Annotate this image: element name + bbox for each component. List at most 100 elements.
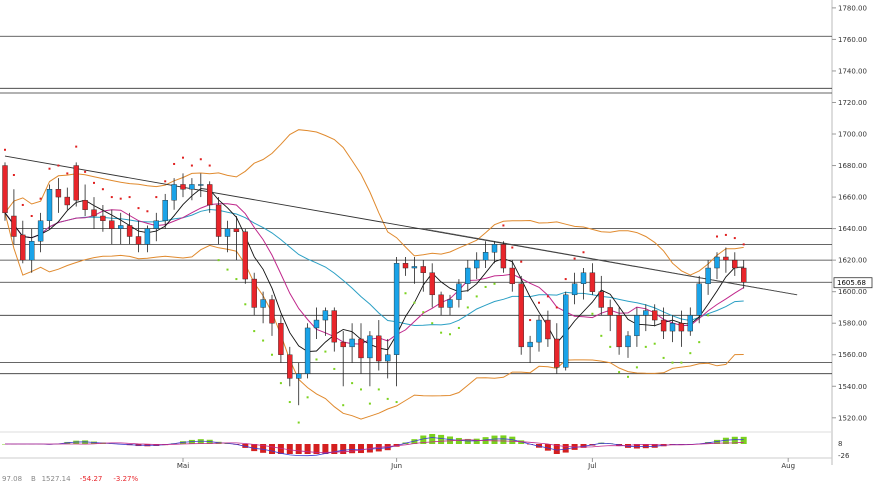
indicator-bar [651, 444, 658, 448]
candle-body [91, 209, 97, 217]
candle-body [46, 188, 53, 221]
sar-dot [57, 164, 60, 167]
indicator-bar [429, 434, 436, 444]
sar-dot [21, 203, 24, 206]
sar-dot [262, 339, 265, 342]
indicator-bar [331, 444, 338, 454]
indicator-tick-label: -26 [838, 452, 850, 460]
sar-dot [707, 314, 710, 317]
candle-body [732, 259, 738, 269]
indicator-bar [340, 444, 347, 454]
current-price-tag [833, 277, 873, 289]
sar-dot [662, 356, 665, 359]
indicator-bar [411, 439, 418, 444]
candle-body [367, 335, 373, 359]
sar-dot [422, 311, 425, 314]
candle-body [616, 315, 622, 348]
candle-body [260, 299, 266, 308]
status-text: -3.27% [113, 475, 138, 483]
sar-dot [582, 251, 585, 254]
candle-body [509, 267, 515, 284]
sar-dot [173, 162, 176, 165]
candle-body [527, 341, 533, 348]
indicator-bar [358, 444, 364, 454]
sar-dot [253, 330, 256, 333]
candle-body [162, 200, 168, 221]
sar-dot [671, 361, 674, 364]
sar-dot [591, 312, 594, 315]
candle-body [117, 225, 124, 229]
sar-dot [48, 167, 51, 170]
candle-body [536, 319, 542, 343]
indicator-bar [509, 436, 516, 444]
indicator-bar [740, 436, 747, 444]
candle-body [500, 244, 507, 269]
sar-dot [529, 319, 532, 322]
indicator-bar [375, 444, 382, 452]
candle-body [224, 228, 231, 237]
sar-dot [431, 322, 434, 325]
sar-dot [288, 401, 291, 404]
indicator-bar [473, 438, 480, 444]
sar-dot [698, 341, 701, 344]
candle-body [331, 310, 337, 343]
status-text: 97.08 [2, 475, 22, 483]
candle-body [598, 291, 604, 308]
indicator-bar [295, 444, 302, 454]
y-tick-label: 1540.00 [838, 383, 867, 391]
sar-dot [244, 303, 247, 306]
candle-body [242, 231, 249, 280]
sar-dot [502, 224, 505, 227]
candle-body [438, 294, 444, 308]
moving-average-9-line [4, 203, 744, 345]
candle-body [144, 228, 151, 245]
y-tick-label: 1760.00 [838, 36, 867, 44]
sar-dot [235, 278, 238, 281]
sar-dot [306, 396, 309, 399]
sar-dot [75, 145, 78, 148]
sar-dot [333, 367, 336, 370]
sar-dot [368, 402, 371, 405]
candle-body [296, 373, 302, 379]
sar-dot [164, 180, 167, 183]
indicator-bar [562, 444, 569, 453]
indicator-bar [251, 444, 258, 452]
sar-dot [573, 257, 576, 260]
candle-body [278, 323, 284, 355]
candle-body [491, 244, 498, 253]
candle-body [465, 267, 471, 284]
y-tick-label: 1600.00 [838, 288, 867, 296]
candle-body [233, 228, 240, 232]
candle-body [554, 338, 560, 368]
sar-dot [520, 260, 523, 263]
status-text: B [31, 475, 36, 483]
candle-body [589, 272, 596, 292]
sar-dot [360, 388, 362, 391]
sar-dot [653, 342, 656, 345]
candle-body [269, 299, 275, 324]
indicator-bar [197, 439, 204, 444]
candle-body [402, 263, 409, 269]
candle-body [625, 335, 631, 348]
sar-dot [342, 404, 345, 407]
sar-dot [627, 375, 629, 378]
sar-dot [315, 358, 318, 361]
indicator-bar [269, 444, 275, 454]
indicator-bar [420, 435, 427, 444]
candle-body [180, 184, 186, 190]
candle-body [669, 323, 676, 332]
sar-dot [475, 295, 478, 298]
sar-dot [635, 366, 638, 369]
moving-average-20-line [4, 208, 744, 327]
candle-body [206, 184, 213, 206]
y-tick-label: 1660.00 [838, 194, 867, 202]
candle-body [82, 200, 88, 210]
candle-body [723, 256, 729, 261]
sar-dot [137, 207, 140, 210]
sar-dot [30, 215, 33, 217]
candle-body [429, 272, 435, 296]
candle-body [287, 354, 293, 379]
sar-dot [538, 301, 540, 304]
